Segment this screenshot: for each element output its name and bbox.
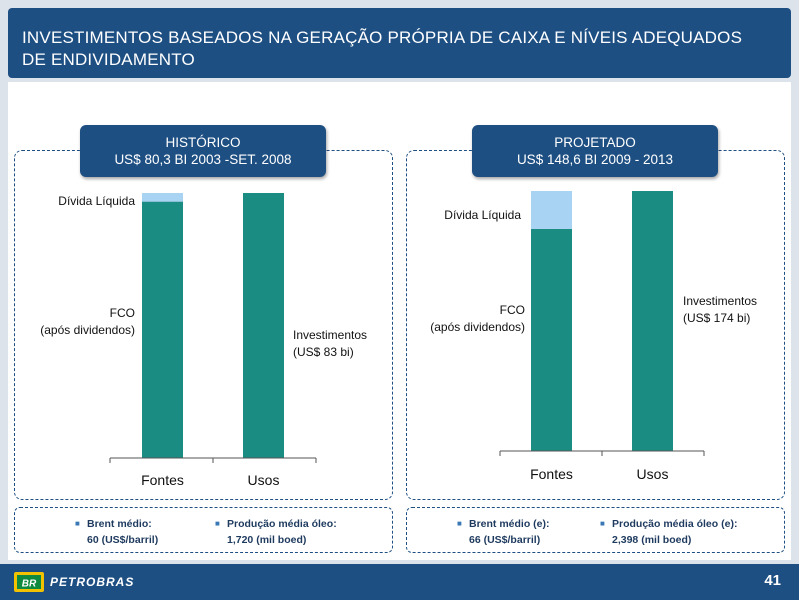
- right-investment-label: Investimentos (US$ 174 bi): [683, 293, 783, 327]
- left-investment-label-line1: Investimentos: [293, 328, 368, 342]
- x-tick-label: Fontes: [530, 466, 573, 482]
- right-panel: [406, 150, 785, 500]
- right-header-line1: PROJETADO: [554, 135, 636, 150]
- logo-mark: BR: [22, 579, 37, 590]
- x-tick-label: Fontes: [141, 472, 184, 488]
- bar-usos-2: [632, 191, 673, 451]
- bar-fontes-0: [531, 228, 572, 451]
- left-header-line2: US$ 80,3 BI 2003 -SET. 2008: [114, 152, 292, 167]
- left-note-brent-value: 60 (US$/barril): [87, 534, 159, 546]
- left-note-production-value: 1,720 (mil boed): [227, 534, 307, 546]
- right-note-production-label: Produção média óleo (e):: [612, 518, 738, 530]
- left-chart: Fontes Usos: [109, 193, 317, 488]
- bullet-icon: ■: [600, 519, 605, 528]
- title-bar: INVESTIMENTOS BASEADOS NA GERAÇÃO PRÓPRI…: [8, 8, 791, 78]
- petrobras-logo: BR PETROBRAS: [14, 572, 154, 594]
- bar-fontes-0: [142, 201, 183, 458]
- logo-text: PETROBRAS: [50, 575, 135, 589]
- bullet-icon: ■: [457, 519, 462, 528]
- left-fco-label-line2: (após dividendos): [40, 323, 135, 337]
- bullet-icon: ■: [75, 519, 80, 528]
- right-fco-label-line2: (após dividendos): [430, 320, 525, 334]
- left-investment-label: Investimentos (US$ 83 bi): [293, 327, 393, 361]
- left-fco-label-line1: FCO: [109, 306, 135, 320]
- bullet-icon: ■: [215, 519, 220, 528]
- left-notes: ■ Brent médio: 60 (US$/barril) ■ Produçã…: [14, 507, 393, 553]
- bar-fontes-1: [531, 191, 572, 229]
- right-note-production: ■ Produção média óleo (e): 2,398 (mil bo…: [600, 516, 738, 548]
- left-header-line1: HISTÓRICO: [165, 135, 241, 150]
- right-note-production-value: 2,398 (mil boed): [612, 534, 692, 546]
- right-panel-header: PROJETADO US$ 148,6 BI 2009 - 2013: [472, 125, 718, 177]
- right-note-brent-value: 66 (US$/barril): [469, 534, 541, 546]
- bar-fontes-1: [142, 193, 183, 202]
- left-fco-label: FCO (após dividendos): [20, 305, 135, 339]
- left-note-production: ■ Produção média óleo: 1,720 (mil boed): [215, 516, 337, 548]
- x-tick-label: Usos: [248, 472, 280, 488]
- slide-title: INVESTIMENTOS BASEADOS NA GERAÇÃO PRÓPRI…: [22, 28, 743, 69]
- left-investment-label-line2: (US$ 83 bi): [293, 345, 354, 359]
- left-panel-header: HISTÓRICO US$ 80,3 BI 2003 -SET. 2008: [80, 125, 326, 177]
- right-note-brent: ■ Brent médio (e): 66 (US$/barril): [457, 516, 550, 548]
- left-note-brent: ■ Brent médio: 60 (US$/barril): [75, 516, 159, 548]
- right-note-brent-label: Brent médio (e):: [469, 518, 550, 530]
- left-note-production-label: Produção média óleo:: [227, 518, 337, 530]
- footer: BR PETROBRAS 41: [0, 564, 799, 600]
- page-number: 41: [764, 572, 781, 589]
- right-fco-label: FCO (após dividendos): [410, 302, 525, 336]
- bar-usos-2: [243, 193, 284, 458]
- right-debt-label: Dívida Líquida: [444, 208, 521, 222]
- right-investment-label-line1: Investimentos: [683, 294, 758, 308]
- right-chart: Fontes Usos: [499, 191, 705, 482]
- x-tick-label: Usos: [637, 466, 669, 482]
- left-panel: [14, 150, 393, 500]
- left-note-brent-label: Brent médio:: [87, 518, 152, 530]
- right-notes: ■ Brent médio (e): 66 (US$/barril) ■ Pro…: [406, 507, 785, 553]
- right-header-line2: US$ 148,6 BI 2009 - 2013: [516, 152, 674, 167]
- br-logo-icon: BR: [14, 572, 44, 592]
- left-debt-label: Dívida Líquida: [58, 194, 135, 208]
- right-investment-label-line2: (US$ 174 bi): [683, 311, 751, 325]
- right-fco-label-line1: FCO: [499, 303, 525, 317]
